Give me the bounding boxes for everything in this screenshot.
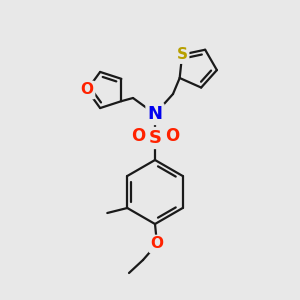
Text: O: O xyxy=(131,127,145,145)
Text: S: S xyxy=(148,129,161,147)
Text: O: O xyxy=(151,236,164,251)
Text: S: S xyxy=(177,47,188,62)
Text: O: O xyxy=(165,127,179,145)
Text: N: N xyxy=(148,105,163,123)
Text: O: O xyxy=(80,82,94,98)
